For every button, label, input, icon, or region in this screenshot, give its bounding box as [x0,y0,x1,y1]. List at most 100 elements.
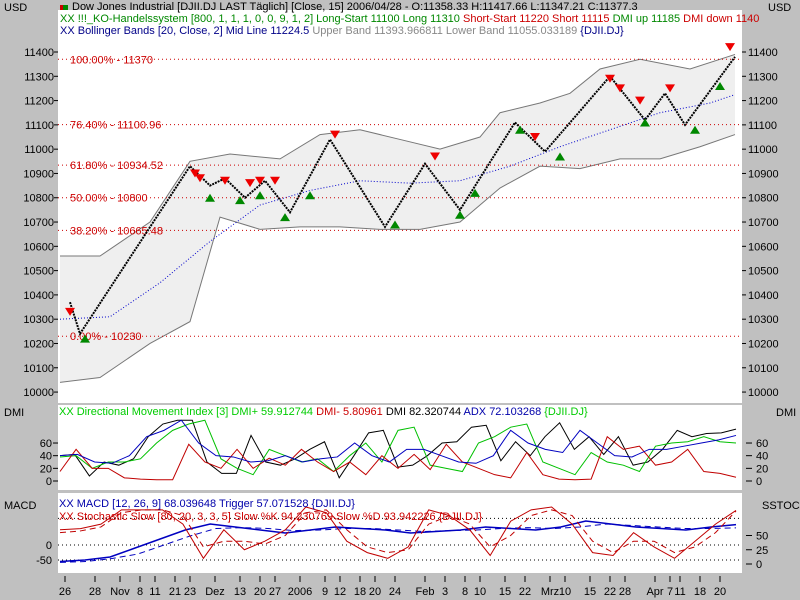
system-long: XX !!!_KO-Handelssystem [800, 1, 1, 1, 0… [60,13,460,25]
macd-panel [58,493,742,573]
y-tick-label-left: 10100 [23,363,54,375]
bollinger-legend: XX Bollinger Bands [20, Close, 2] Mid Li… [60,25,624,37]
macd-label-left: MACD [4,500,37,512]
dmi-minus-legend: DMI- 5.80961 [316,406,383,418]
y-tick-label-right: 11100 [748,120,777,132]
x-tick-label: Feb [416,586,435,598]
x-tick-label: 18 [694,586,706,598]
long-signal-marker [205,193,215,202]
long-signal-marker [455,210,465,219]
y-tick-label-right: 10400 [748,290,779,302]
stochastic-legend: XX Stochastic Slow [80, 20, 3, 3, 5] Slo… [59,511,483,523]
y-tick-label-right: 11300 [748,71,778,83]
long-signal-marker [280,213,290,222]
x-tick-label: 28 [89,586,101,598]
short-signal-marker [605,74,615,83]
dmi-series-dmi- [59,419,737,476]
bollinger-bands: Upper Band 11393.966811 Lower Band 11055… [312,25,578,37]
x-tick-label: 12 [334,586,346,598]
short-signal-marker [635,96,645,105]
short-signal-marker [330,130,340,139]
fibonacci-label: 50.00% - 10800 [70,193,148,205]
x-tick-label: 28 [619,586,631,598]
y-tick-label-right: 11200 [748,96,778,108]
short-signal-marker [430,152,440,161]
long-signal-marker [640,118,650,127]
title-line: Dow Jones Industrial [DJII.DJ LAST Tägli… [60,1,638,13]
x-tick-label: 20 [714,586,726,598]
y-tick-label-right: 10000 [748,387,779,399]
y-tick-label-left: 10200 [23,338,54,350]
x-tick-label: Nov [110,586,130,598]
x-tick-label: 20 [369,586,381,598]
y-tick-label-right: 11000 [748,144,778,156]
dmi-legend: XX Directional Movement Index [3] DMI+ 5… [59,406,588,418]
y-tick-label-left: 10300 [23,314,54,326]
dmi-label-left: DMI [4,407,25,419]
long-signal-marker [555,152,565,161]
short-signal-marker [190,169,200,178]
dmi-series-adx [59,419,737,464]
y-tick-label-left: 10500 [23,266,54,278]
x-tick-label: 7 [667,586,673,598]
y-tick-label-left: 11300 [24,71,54,83]
stoch-tick-right: 50 [756,531,768,543]
bollinger-band-fill [60,54,735,383]
short-signal-marker [195,174,205,183]
system-dmi-down: DMI down 1140 [683,13,760,25]
macd-series-trigger [59,523,737,563]
y-tick-label-left: 10400 [23,290,54,302]
dmi-tick-right: 40 [756,451,768,463]
dmi-series-dmi- [59,435,737,481]
x-tick-label: 20 [254,586,266,598]
x-tick-label: 18 [354,586,366,598]
y-tick-label-left: 10900 [23,168,54,180]
x-tick-label: Mrz [541,586,559,598]
dmi-tick-right: 0 [756,476,762,488]
y-tick-label-right: 11400 [748,47,778,59]
y-tick-label-left: 10800 [23,193,54,205]
x-tick-label: 15 [584,586,596,598]
system-short: Short-Start 11220 Short 11115 [462,13,610,25]
y-tick-label-left: 11100 [25,120,54,132]
dmi-plus-legend: XX Directional Movement Index [3] DMI+ 5… [59,406,314,418]
x-tick-label: 15 [499,586,511,598]
long-signal-marker [80,334,90,343]
x-tick-label: 21 [169,586,181,598]
short-signal-marker [245,179,255,188]
dmi-symbol: {DJII.DJ} [544,406,588,418]
y-tick-label-right: 10100 [748,363,779,375]
short-signal-marker [220,176,230,185]
x-tick-label: 9 [322,586,328,598]
y-tick-label-left: 11000 [24,144,54,156]
dmi-tick-right: 20 [756,463,768,475]
x-tick-label: Dez [205,586,225,598]
short-signal-marker [615,84,625,93]
y-tick-label-right: 10800 [748,193,779,205]
y-tick-label-left: 10000 [23,387,54,399]
system-dmi-up: DMI up 11185 [612,13,681,25]
long-signal-marker [255,191,265,200]
short-signal-marker [65,307,75,316]
macd-series-macd [59,520,737,563]
y-tick-label-right: 10200 [748,338,779,350]
y-tick-label-left: 10600 [23,241,54,253]
dmi-tick-left: 40 [40,451,52,463]
short-signal-marker [725,43,735,52]
stoch-tick-right: 0 [756,559,762,571]
fibonacci-label: 61.80% - 10934.52 [70,160,163,172]
y-axis-unit-left: USD [4,2,28,14]
x-tick-label: 11 [674,586,685,598]
x-tick-label: 10 [559,586,571,598]
x-tick-label: 3 [442,586,448,598]
fibonacci-label: 38.20% - 10665.48 [70,225,163,237]
dmi-tick-left: 0 [46,476,52,488]
x-tick-label: 8 [462,586,468,598]
dmi-legend-value: DMI 82.320744 [385,406,462,418]
bollinger-mid-line [59,94,736,320]
macd-series-slow-k [59,506,737,560]
fibonacci-label: 100.00% - 11370 [70,54,153,66]
bollinger-upper-band [60,53,736,257]
long-signal-marker [390,220,400,229]
short-signal-marker [270,176,280,185]
